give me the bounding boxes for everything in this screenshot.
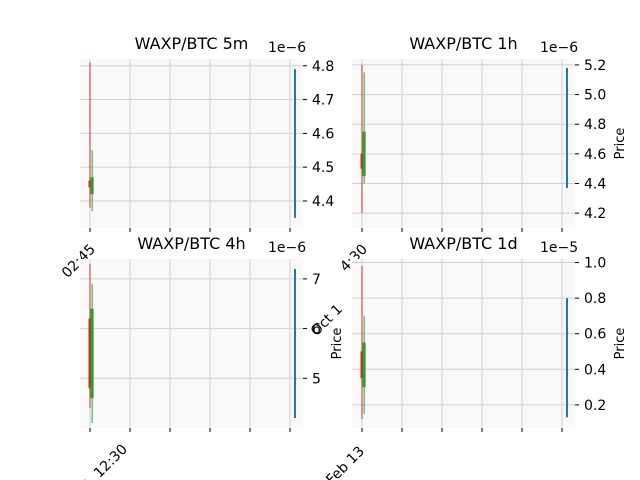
y-tick-label: 4.6 xyxy=(312,126,334,142)
y-axis-label: Price xyxy=(613,128,628,160)
y-tick-label: 5.0 xyxy=(584,88,606,104)
y-tick-label: 4.4 xyxy=(584,177,606,193)
y-offset-label: 1e−6 xyxy=(540,40,578,56)
plot-area xyxy=(80,259,303,428)
y-tick-label: 4.4 xyxy=(312,194,334,210)
y-tick-label: 1.0 xyxy=(584,256,606,272)
y-tick-label: 4.8 xyxy=(312,59,334,75)
candle-body xyxy=(362,342,366,388)
y-tick-label: 0.4 xyxy=(584,362,606,378)
y-tick-label: 4.7 xyxy=(312,93,334,109)
y-tick-label: 4.2 xyxy=(584,206,606,222)
y-offset-label: 1e−5 xyxy=(540,240,578,256)
y-tick-label: 0.6 xyxy=(584,327,606,343)
y-tick-label: 4.5 xyxy=(312,160,334,176)
candle-body xyxy=(88,318,92,389)
chart-title: WAXP/BTC 4h xyxy=(137,234,245,253)
plot-area xyxy=(80,59,303,228)
y-tick-label: 0.2 xyxy=(584,398,606,414)
chart-title: WAXP/BTC 1h xyxy=(409,34,517,53)
plot-area xyxy=(352,59,575,228)
y-tick-label: 5 xyxy=(312,371,321,387)
x-tick-label: 9, 12:30 xyxy=(78,442,130,480)
candle-body xyxy=(360,351,364,379)
y-tick-label: 4.8 xyxy=(584,117,606,133)
candle-body xyxy=(88,180,92,188)
y-tick-label: 5.2 xyxy=(584,58,606,74)
candle-body xyxy=(362,131,366,177)
y-tick-label: 4.6 xyxy=(584,147,606,163)
y-axis-label: Price xyxy=(613,328,628,360)
y-offset-label: 1e−6 xyxy=(268,240,306,256)
y-tick-label: 6 xyxy=(312,322,321,338)
x-tick-label: Feb 13 xyxy=(323,444,368,480)
candle-body xyxy=(90,177,94,195)
chart-title: WAXP/BTC 1d xyxy=(409,234,517,253)
plot-area xyxy=(352,259,575,428)
y-offset-label: 1e−6 xyxy=(268,40,306,56)
y-tick-label: 7 xyxy=(312,272,321,288)
candle-body xyxy=(360,153,364,169)
y-tick-label: 0.8 xyxy=(584,291,606,307)
y-axis-label: Price xyxy=(330,328,345,360)
candle-body xyxy=(90,308,94,399)
chart-title: WAXP/BTC 5m xyxy=(135,34,249,53)
